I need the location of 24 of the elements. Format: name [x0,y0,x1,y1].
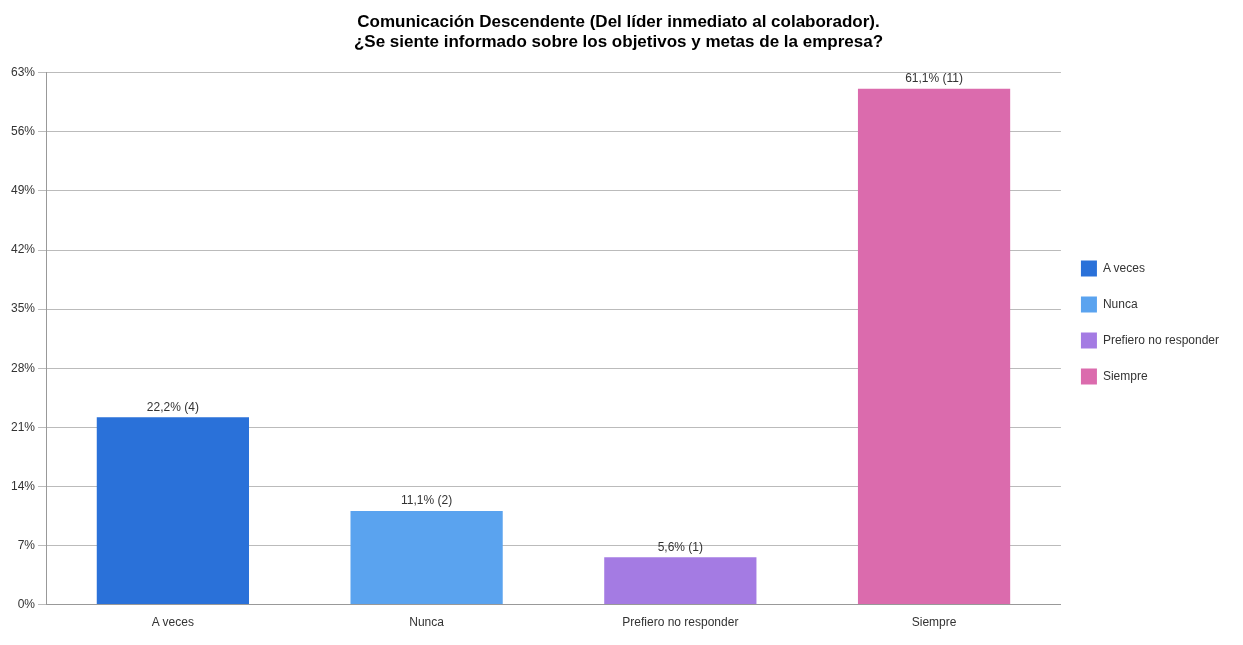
y-tick-label: 35% [10,301,36,316]
y-tick-label: 42% [10,242,36,257]
legend-label: Nunca [1102,296,1138,311]
data-label: 11,1% (2) [401,493,453,508]
y-tick-label: 63% [10,65,36,80]
x-tick-label: A veces [151,615,194,630]
y-tick-label: 7% [17,537,36,552]
y-tick-label: 14% [10,478,36,493]
y-tick-label: 21% [10,419,36,434]
x-tick-label: Prefiero no responder [622,615,739,630]
data-label: 22,2% (4) [146,399,199,414]
x-tick-label: Siempre [911,615,957,630]
y-tick-label: 49% [10,183,36,198]
y-tick-label: 28% [10,360,36,375]
text: Comunicación Descendente (Del líder inmediato al colaborador). [357,11,880,31]
y-tick-label: 0% [17,596,36,611]
y-tick-label: 56% [10,124,36,139]
data-label: 61,1% (11) [905,71,963,86]
x-tick-label: Nunca [409,615,445,630]
data-label: 5,6% (1) [657,539,704,554]
legend-label: Siempre [1102,368,1148,383]
legend-label: Prefiero no responder [1102,332,1220,347]
text: ¿Se siente informado sobre los objetivos y metas de la empresa? [353,32,884,52]
legend-label: A veces [1102,260,1145,275]
